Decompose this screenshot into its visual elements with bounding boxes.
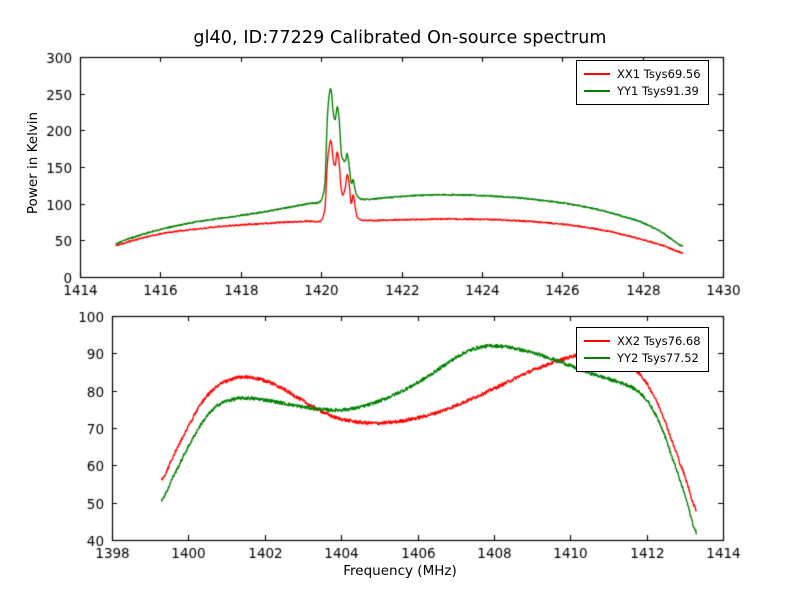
legend-item: YY2 Tsys77.52 <box>584 349 701 366</box>
legend-swatch-yy1 <box>584 89 610 92</box>
legend-swatch-yy2 <box>584 356 610 359</box>
legend-swatch-xx1 <box>584 72 610 75</box>
bottom-panel-legend: XX2 Tsys76.68 YY2 Tsys77.52 <box>576 327 709 372</box>
bottom-panel-x-axis-label: Frequency (MHz) <box>343 563 457 579</box>
legend-swatch-xx2 <box>584 339 610 342</box>
legend-item: XX1 Tsys69.56 <box>584 65 701 82</box>
legend-item: YY1 Tsys91.39 <box>584 82 701 99</box>
legend-label-xx1: XX1 Tsys69.56 <box>617 66 701 81</box>
legend-label-xx2: XX2 Tsys76.68 <box>617 333 701 348</box>
legend-item: XX2 Tsys76.68 <box>584 332 701 349</box>
top-panel-y-axis-label: Power in Kelvin <box>25 111 41 215</box>
legend-label-yy2: YY2 Tsys77.52 <box>617 350 699 365</box>
legend-label-yy1: YY1 Tsys91.39 <box>617 83 699 98</box>
top-panel-legend: XX1 Tsys69.56 YY1 Tsys91.39 <box>576 60 709 105</box>
page-title: gl40, ID:77229 Calibrated On-source spec… <box>193 28 607 48</box>
